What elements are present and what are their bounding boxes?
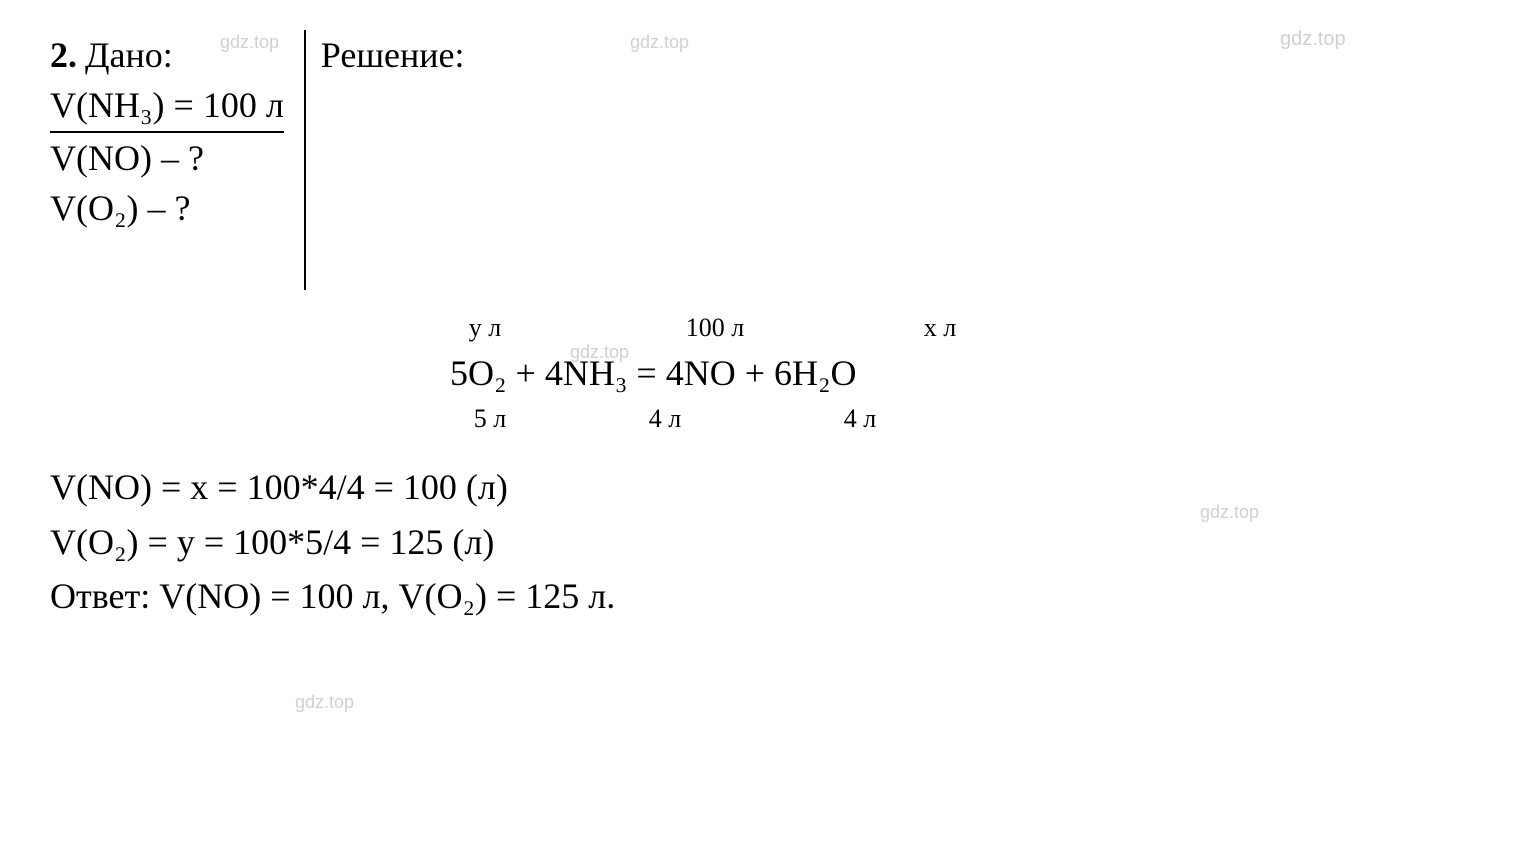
annotation-x: х л bbox=[910, 310, 970, 346]
problem-header: 2. Дано: V(NH₃) = 100 л V(NO) – ? V(O₂) … bbox=[50, 30, 1468, 290]
solution-label: Решение: bbox=[321, 30, 465, 290]
calculations: V(NO) = x = 100*4/4 = 100 (л) V(O₂) = y … bbox=[50, 462, 1468, 621]
vertical-divider bbox=[304, 30, 306, 290]
equation-top-annotations: у л 100 л х л bbox=[450, 310, 1468, 346]
given-label: Дано: bbox=[85, 30, 173, 80]
watermark: gdz.top bbox=[1200, 500, 1259, 525]
equation-block: у л 100 л х л 5O₂ + 4NH₃ = 4NO + 6H₂O 5 … bbox=[450, 310, 1468, 437]
annotation-4l-a: 4 л bbox=[640, 401, 690, 437]
annotation-100: 100 л bbox=[675, 310, 755, 346]
chemical-equation: 5O₂ + 4NH₃ = 4NO + 6H₂O bbox=[450, 348, 1468, 398]
given-header-line: 2. Дано: bbox=[50, 30, 284, 80]
given-value: V(NH₃) = 100 л bbox=[50, 80, 284, 132]
answer-line: Ответ: V(NO) = 100 л, V(O₂) = 125 л. bbox=[50, 571, 1468, 621]
annotation-4l-b: 4 л bbox=[835, 401, 885, 437]
annotation-5l: 5 л bbox=[465, 401, 515, 437]
given-section: 2. Дано: V(NH₃) = 100 л V(NO) – ? V(O₂) … bbox=[50, 30, 299, 290]
watermark: gdz.top bbox=[295, 690, 354, 715]
problem-number: 2. bbox=[50, 30, 77, 80]
annotation-y: у л bbox=[455, 310, 515, 346]
equation-bottom-annotations: 5 л 4 л 4 л bbox=[450, 401, 1468, 437]
unknown-1: V(NO) – ? bbox=[50, 133, 284, 183]
unknown-2: V(O₂) – ? bbox=[50, 183, 284, 233]
